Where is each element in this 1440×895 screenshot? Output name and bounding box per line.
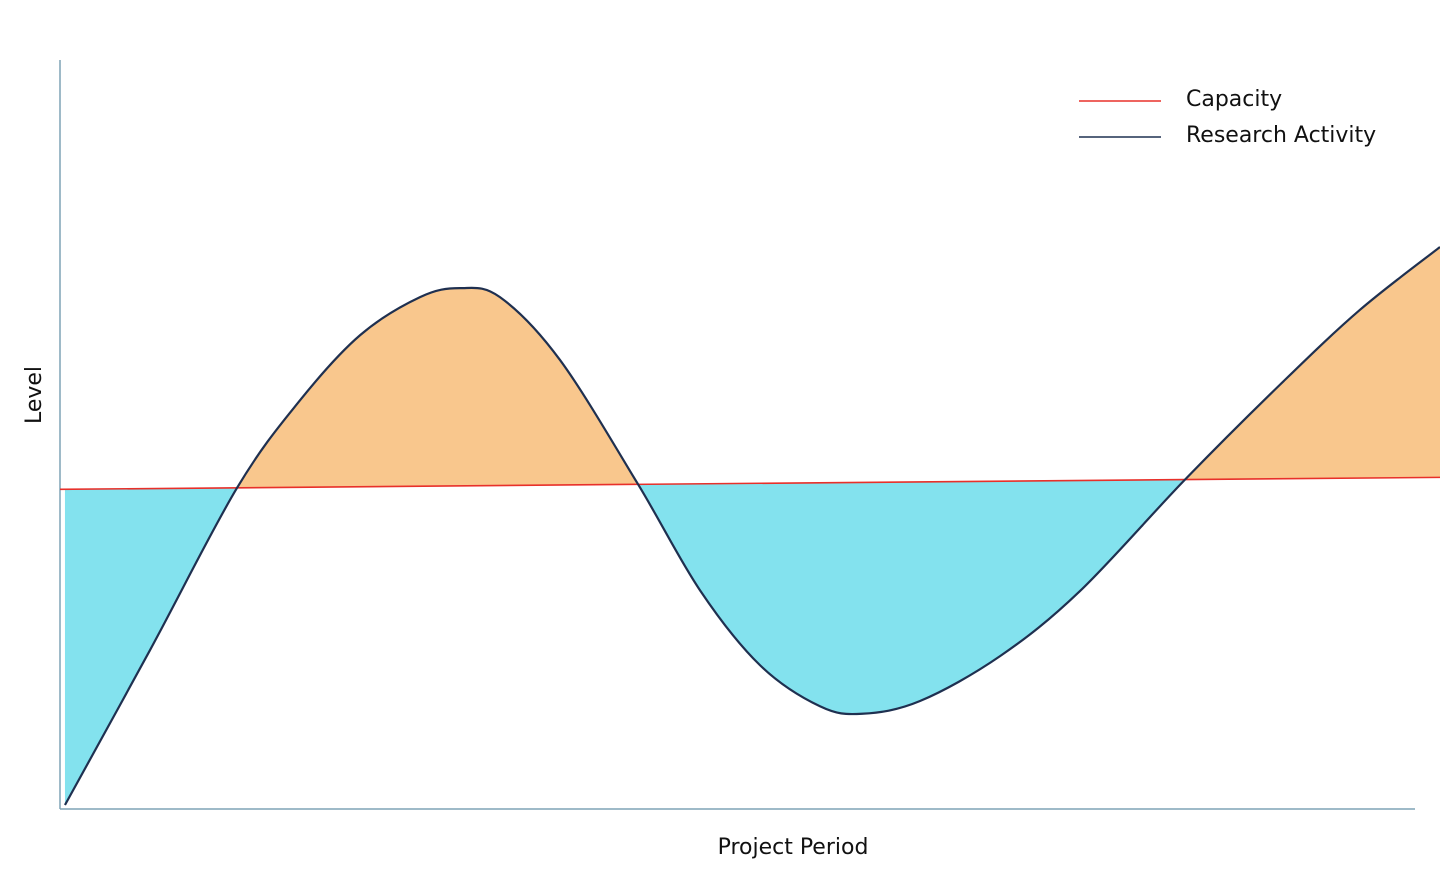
y-axis-label: Level: [22, 366, 47, 424]
capacity-line: [59, 476, 1440, 491]
activity-line: [64, 246, 1440, 806]
x-axis-label: Project Period: [718, 835, 869, 860]
surplus-area: [237, 287, 639, 488]
fills: [64, 247, 1440, 806]
deficit-area: [638, 479, 1186, 715]
legend-label: Research Activity: [1186, 123, 1376, 148]
surplus-area: [1185, 247, 1440, 480]
legend-label: Capacity: [1186, 87, 1282, 112]
